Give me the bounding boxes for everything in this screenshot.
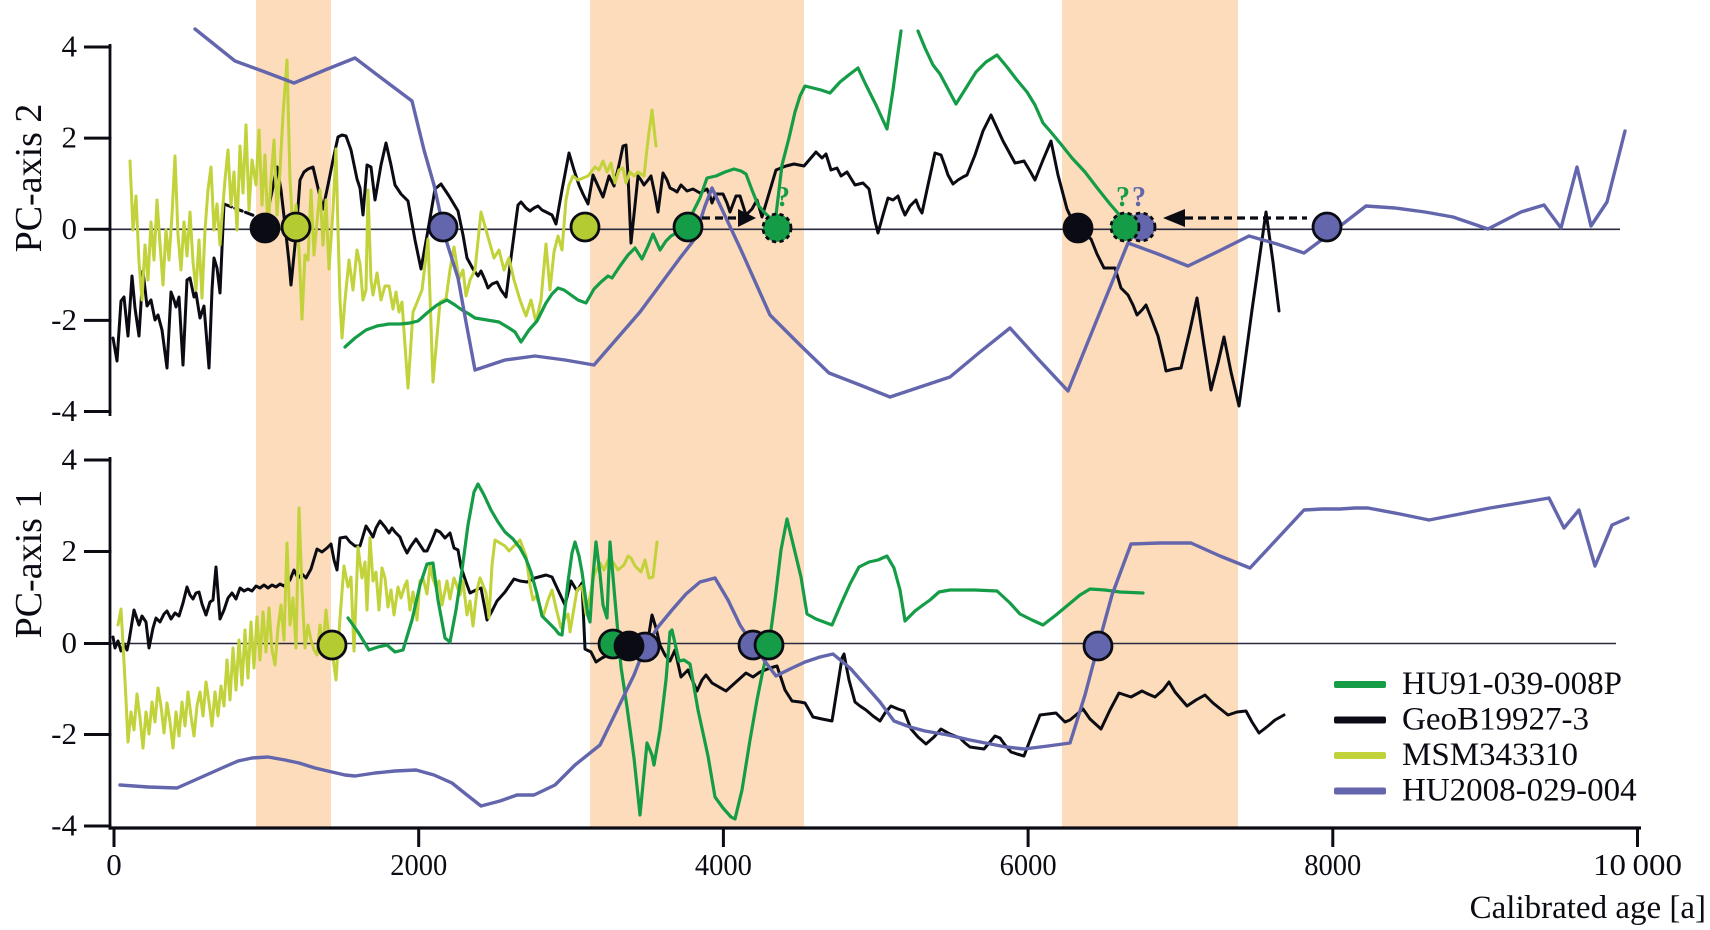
svg-text:PC-axis 2: PC-axis 2 bbox=[8, 104, 50, 253]
svg-text:2: 2 bbox=[62, 120, 78, 155]
svg-text:?: ? bbox=[1116, 182, 1130, 213]
svg-text:2000: 2000 bbox=[390, 847, 447, 882]
svg-text:?: ? bbox=[776, 182, 790, 213]
svg-text:0: 0 bbox=[62, 211, 78, 246]
svg-text:?: ? bbox=[1132, 182, 1146, 213]
svg-text:6000: 6000 bbox=[1000, 847, 1057, 882]
svg-text:-4: -4 bbox=[51, 393, 77, 428]
svg-text:10 000: 10 000 bbox=[1593, 847, 1682, 882]
svg-text:4: 4 bbox=[62, 29, 78, 64]
svg-text:HU2008-029-004: HU2008-029-004 bbox=[1402, 773, 1637, 809]
svg-text:-2: -2 bbox=[51, 716, 77, 751]
svg-text:4000: 4000 bbox=[695, 847, 752, 882]
svg-text:0: 0 bbox=[62, 625, 78, 660]
svg-text:HU91-039-008P: HU91-039-008P bbox=[1402, 666, 1622, 702]
svg-text:PC-axis 1: PC-axis 1 bbox=[8, 490, 50, 639]
svg-text:-2: -2 bbox=[51, 302, 77, 337]
svg-text:MSM343310: MSM343310 bbox=[1402, 737, 1578, 773]
svg-text:-4: -4 bbox=[51, 808, 77, 843]
svg-text:4: 4 bbox=[62, 442, 78, 477]
svg-text:8000: 8000 bbox=[1304, 847, 1361, 882]
svg-text:2: 2 bbox=[62, 533, 78, 568]
svg-text:0: 0 bbox=[106, 847, 122, 882]
svg-text:Calibrated age [a]: Calibrated age [a] bbox=[1470, 890, 1706, 926]
svg-text:GeoB19927-3: GeoB19927-3 bbox=[1402, 702, 1589, 738]
